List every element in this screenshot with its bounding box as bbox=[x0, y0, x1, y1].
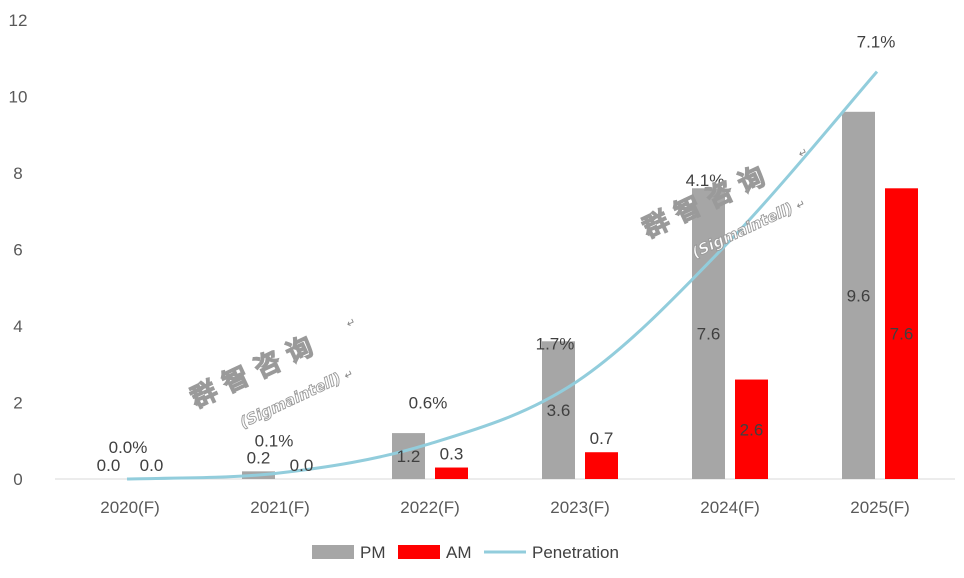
x-tick-label: 2022(F) bbox=[400, 498, 460, 517]
bar-value-label: 0.0 bbox=[290, 456, 314, 475]
y-tick-label: 4 bbox=[13, 317, 22, 336]
y-tick-label: 6 bbox=[13, 241, 22, 260]
bar-am bbox=[735, 379, 768, 479]
penetration-line bbox=[126, 70, 879, 481]
bar-value-label: 0.0 bbox=[97, 456, 121, 475]
x-tick-label: 2020(F) bbox=[100, 498, 160, 517]
y-tick-label: 10 bbox=[9, 88, 28, 107]
penetration-value-label: 0.1% bbox=[255, 431, 294, 450]
data-labels: 0.0 0.2 1.2 3.6 7.6 9.6 0.0 0.0 0.3 0.7 2.6 7.6 0.0%… bbox=[97, 33, 914, 475]
x-tick-label: 2023(F) bbox=[550, 498, 610, 517]
bar-am bbox=[435, 467, 468, 479]
y-tick-label: 0 bbox=[13, 470, 22, 489]
y-axis-ticks: 0 2 4 6 8 10 12 bbox=[9, 11, 28, 489]
penetration-value-label: 7.1% bbox=[857, 33, 896, 52]
bar-value-label: 0.7 bbox=[590, 429, 614, 448]
bar-value-label: 0.2 bbox=[247, 448, 271, 467]
x-tick-label: 2021(F) bbox=[250, 498, 310, 517]
watermark-right: 群 智 咨 询 ↵ (Sigmaintell) ↵ bbox=[636, 145, 810, 262]
legend-label: PM bbox=[360, 543, 386, 562]
watermark-left: 群 智 咨 询 ↵ (Sigmaintell) ↵ bbox=[184, 315, 358, 432]
y-tick-label: 2 bbox=[13, 394, 22, 413]
bar-value-label: 3.6 bbox=[547, 401, 571, 420]
penetration-value-label: 4.1% bbox=[686, 171, 725, 190]
bar-value-label: 7.6 bbox=[890, 325, 914, 344]
legend: PM AM Penetration bbox=[312, 543, 619, 562]
legend-swatch-am bbox=[398, 545, 440, 559]
watermark-mark: ↵ bbox=[342, 367, 356, 383]
x-tick-label: 2024(F) bbox=[700, 498, 760, 517]
y-tick-label: 12 bbox=[9, 11, 28, 30]
penetration-value-label: 0.6% bbox=[409, 394, 448, 413]
bars bbox=[242, 111, 918, 480]
bar-value-label: 1.2 bbox=[397, 447, 421, 466]
bar-value-label: 0.0 bbox=[140, 456, 164, 475]
bar-am bbox=[885, 188, 918, 480]
legend-swatch-pm bbox=[312, 545, 354, 559]
bar-pm bbox=[392, 433, 425, 479]
x-axis-ticks: 2020(F) 2021(F) 2022(F) 2023(F) 2024(F) 2025(… bbox=[100, 498, 910, 517]
watermark-mark: ↵ bbox=[794, 197, 808, 213]
bar-value-label: 2.6 bbox=[740, 420, 764, 439]
bar-am bbox=[585, 452, 618, 479]
bar-value-label: 7.6 bbox=[697, 325, 721, 344]
penetration-value-label: 0.0% bbox=[109, 438, 148, 457]
legend-label: Penetration bbox=[532, 543, 619, 562]
watermarks: 群 智 咨 询 ↵ (Sigmaintell) ↵ 群 智 咨 询 ↵ (Sig… bbox=[184, 145, 810, 432]
bar-pm bbox=[842, 111, 875, 480]
penetration-line-layer bbox=[126, 70, 879, 481]
watermark-mark: ↵ bbox=[344, 315, 358, 331]
bar-pm bbox=[692, 188, 725, 480]
watermark-mark: ↵ bbox=[796, 145, 810, 161]
legend-label: AM bbox=[446, 543, 472, 562]
x-tick-label: 2025(F) bbox=[850, 498, 910, 517]
penetration-value-label: 1.7% bbox=[536, 334, 575, 353]
bar-value-label: 0.3 bbox=[440, 445, 464, 464]
y-tick-label: 8 bbox=[13, 164, 22, 183]
bar-value-label: 9.6 bbox=[847, 286, 871, 305]
bar-pm bbox=[542, 341, 575, 479]
